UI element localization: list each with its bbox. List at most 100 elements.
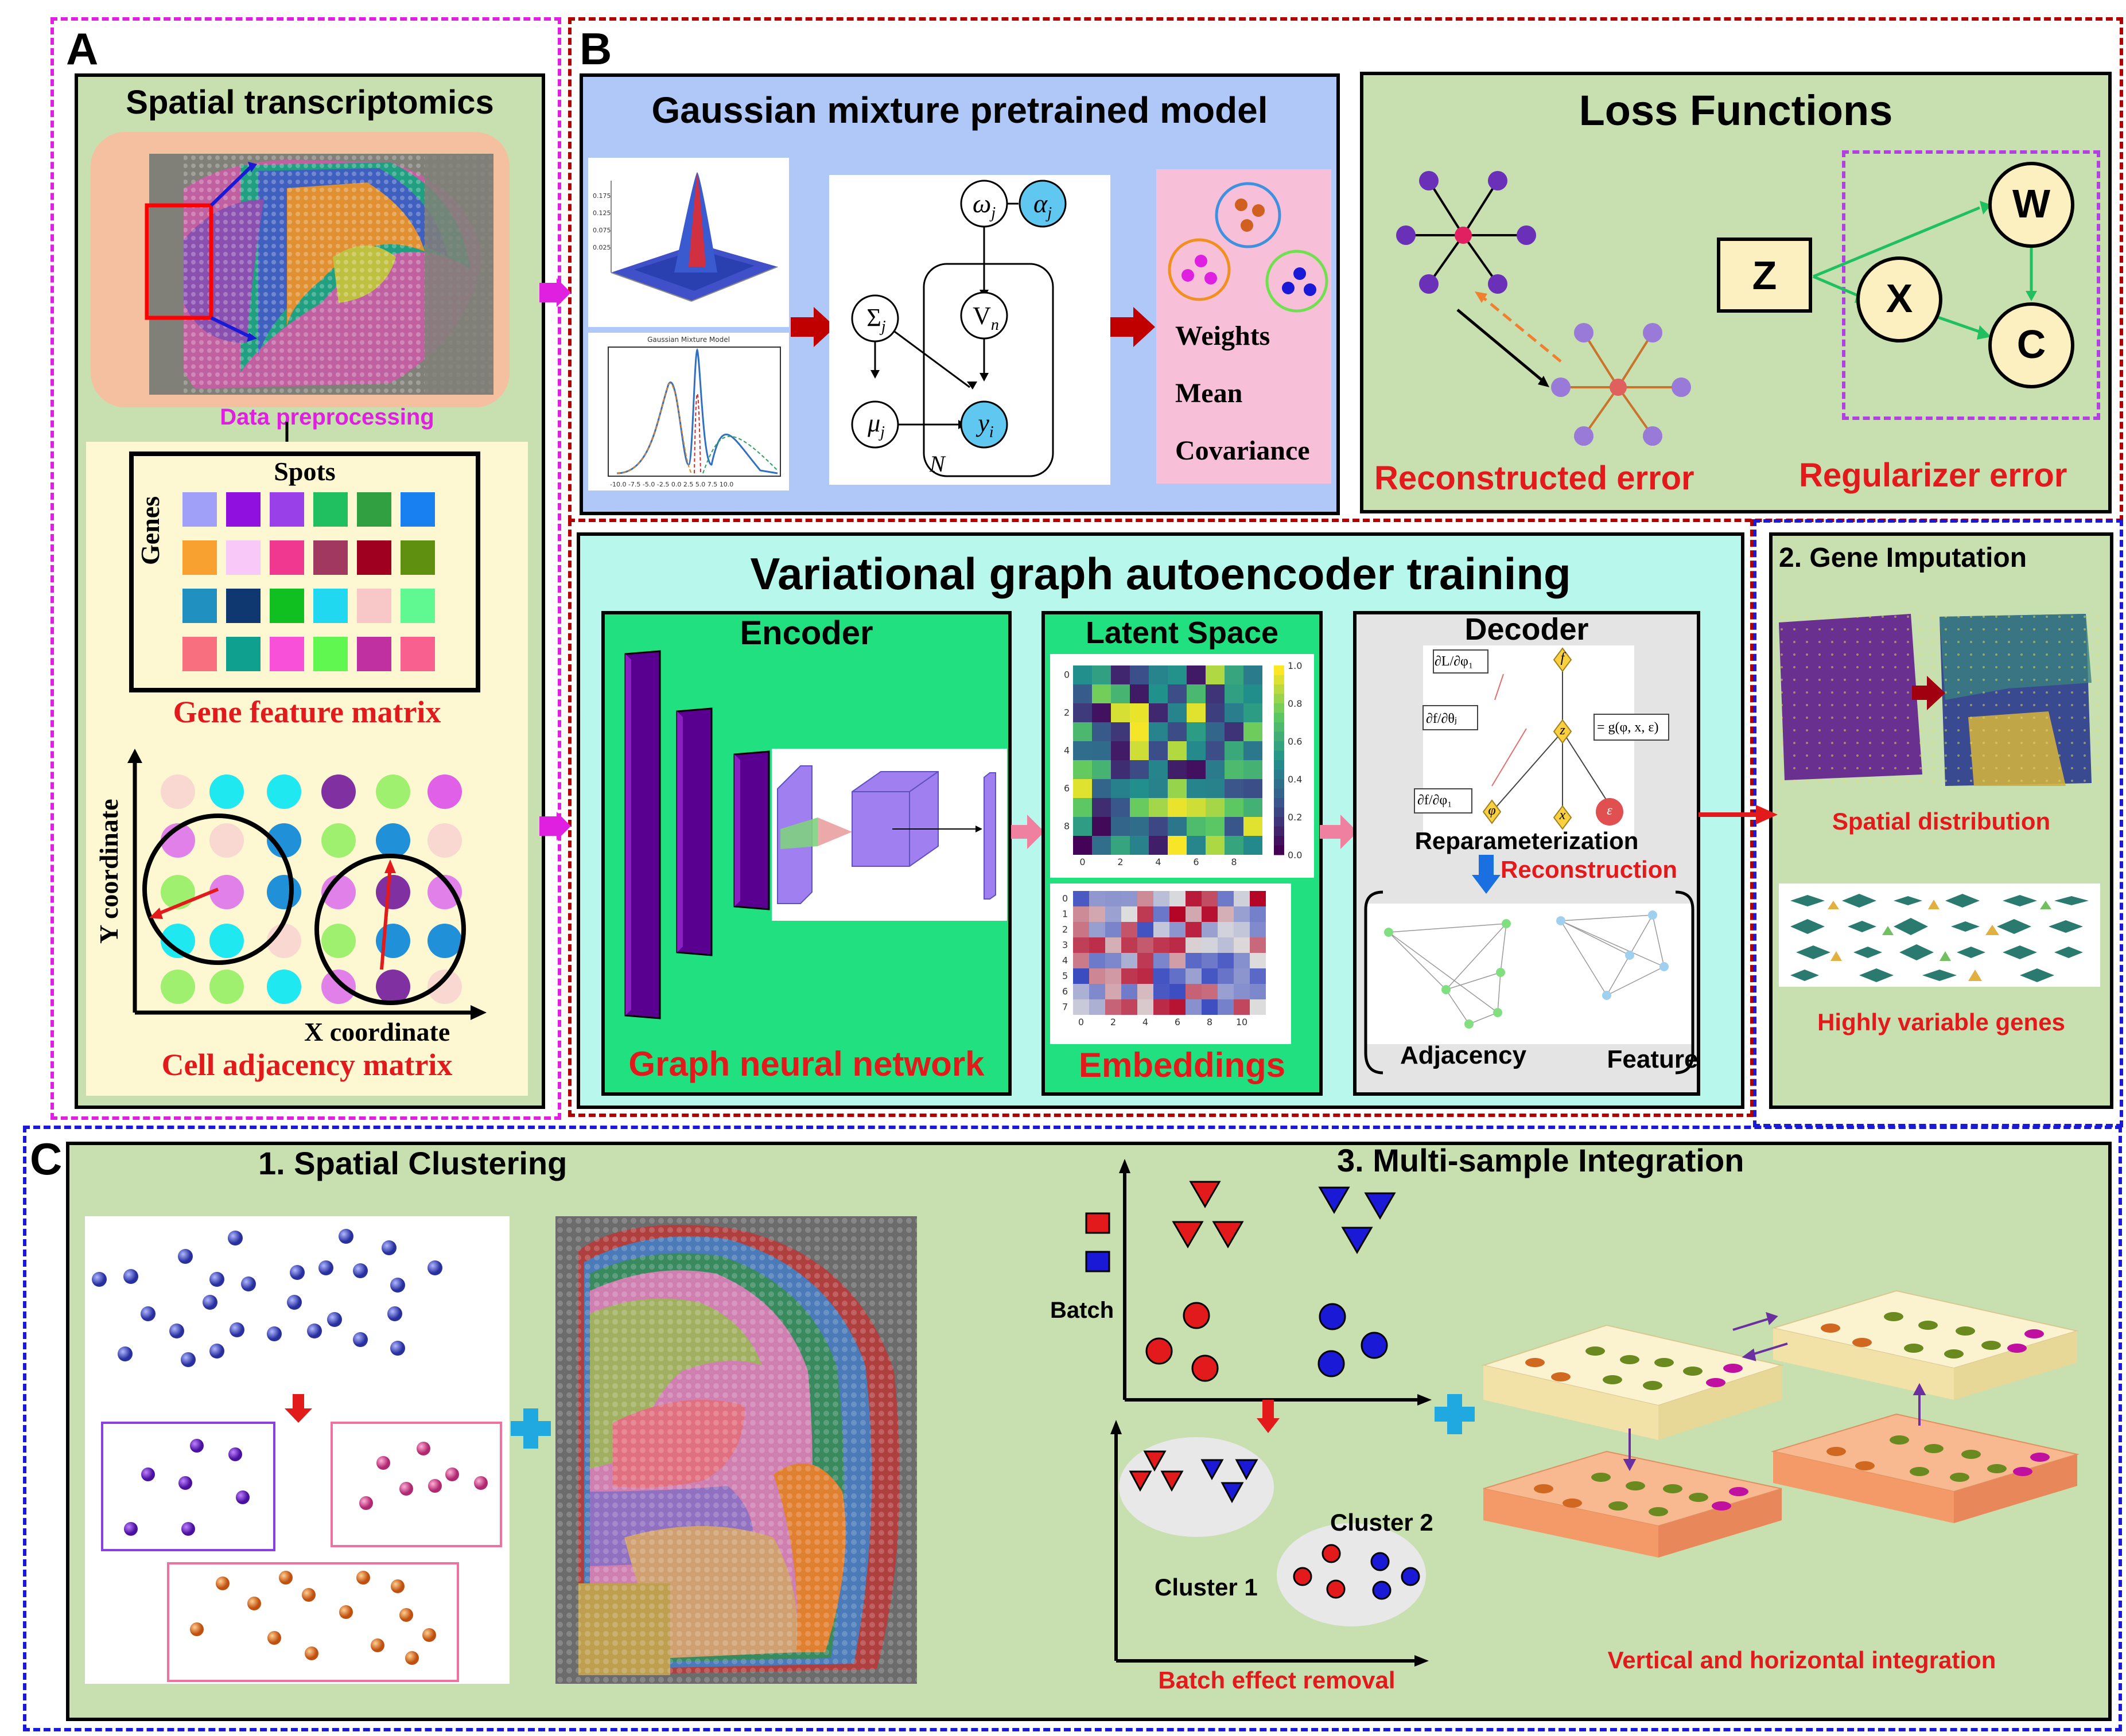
- latent-heatmap-cell: [1168, 741, 1187, 760]
- embedding-heatmap-cell: [1137, 937, 1153, 953]
- node-omega: ωj: [970, 188, 998, 223]
- plus-icon: [511, 1408, 551, 1449]
- node-mu: μj: [859, 408, 893, 442]
- latent-heatmap-cell: [1149, 722, 1168, 741]
- feature-label: Feature: [1607, 1045, 1699, 1073]
- integration-title: 3. Multi-sample Integration: [1337, 1142, 1744, 1178]
- node-alpha-subscript: j: [1047, 204, 1052, 223]
- latent-heatmap-cell: [1111, 760, 1130, 779]
- latent-heatmap-cell: [1092, 779, 1111, 798]
- embedding-heatmap-cell: [1250, 906, 1266, 922]
- latent-heatmap-cell: [1149, 760, 1168, 779]
- batch-removal-down-arrow: [1257, 1400, 1280, 1433]
- heatmap-tick-label: 0: [1078, 1017, 1084, 1027]
- latent-heatmap-cell: [1225, 741, 1243, 760]
- colorbar-segment: [1274, 769, 1284, 780]
- latent-heatmap-cell: [1130, 836, 1149, 855]
- reparam-diagram: [1414, 647, 1669, 830]
- gmm-density-plot: Gaussian Mixture Model -10.0 -7.5 -5.0 -…: [588, 333, 789, 491]
- latent-heatmap-cell: [1187, 760, 1206, 779]
- embedding-heatmap-cell: [1250, 984, 1266, 999]
- latent-heatmap-cell: [1149, 779, 1168, 798]
- genes-label: Genes: [135, 496, 165, 565]
- latent-heatmap-cell: [1187, 798, 1206, 817]
- cluster-2-label: Cluster 2: [1330, 1509, 1433, 1536]
- embedding-heatmap-cell: [1121, 999, 1137, 1015]
- x-coordinate-label: X coordinate: [304, 1017, 450, 1046]
- colorbar-segment: [1274, 760, 1284, 770]
- heatmap-tick-label: 6: [1193, 857, 1199, 867]
- embedding-heatmap-cell: [1089, 968, 1105, 984]
- panel-b-lower-frame: [568, 519, 1754, 1117]
- embedding-heatmap-cell: [1186, 968, 1202, 984]
- cluster-1-label: Cluster 1: [1155, 1574, 1258, 1601]
- embedding-heatmap-cell: [1250, 922, 1266, 937]
- cell-adjacency-label: Cell adjacency matrix: [161, 1048, 453, 1082]
- node-v-symbol: V: [973, 302, 991, 330]
- embeddings-heatmap: 0 2 4 6 8 10 0 1 2 3 4 5 6 7: [1062, 891, 1266, 1027]
- latent-heatmap-cell: [1168, 703, 1187, 722]
- spatial-clustering-title: 1. Spatial Clustering: [258, 1145, 568, 1181]
- embedding-heatmap-cell: [1234, 937, 1250, 953]
- heatmap-tick-label: 0: [1062, 893, 1068, 904]
- spatial-distribution-arrow: [1699, 805, 1778, 824]
- latent-heatmap-cell: [1225, 798, 1243, 817]
- embedding-heatmap-cell: [1250, 999, 1266, 1015]
- latent-heatmap-cell: [1243, 722, 1262, 741]
- panel-a-frame: [50, 17, 561, 1120]
- heatmap-tick-label: 6: [1062, 986, 1068, 997]
- latent-heatmap-cell: [1073, 741, 1092, 760]
- latent-heatmap-cell: [1206, 798, 1225, 817]
- regularizer-frame: [1842, 150, 2100, 420]
- embedding-heatmap-cell: [1218, 953, 1234, 968]
- latent-heatmap-cell: [1168, 665, 1187, 684]
- latent-heatmap-cell: [1168, 760, 1187, 779]
- node-z-label: Z: [1752, 253, 1777, 298]
- heatmap-tick-label: 0.2: [1288, 812, 1302, 823]
- latent-heatmap-cell: [1111, 817, 1130, 836]
- embedding-heatmap-cell: [1186, 922, 1202, 937]
- panel-label-c: C: [30, 1134, 63, 1184]
- decoder-title: Decoder: [1464, 612, 1589, 647]
- latent-heatmap-cell: [1243, 703, 1262, 722]
- embedding-heatmap-cell: [1153, 999, 1169, 1015]
- latent-heatmap-cell: [1187, 703, 1206, 722]
- embedding-heatmap-cell: [1121, 953, 1137, 968]
- latent-heatmap-cell: [1149, 703, 1168, 722]
- y-coordinate-label: Y coordinate: [94, 799, 123, 944]
- heatmap-tick-label: 8: [1207, 1017, 1212, 1027]
- heatmap-tick-label: 2: [1117, 857, 1123, 867]
- colorbar-segment: [1274, 665, 1284, 675]
- latent-heatmap-cell: [1206, 836, 1225, 855]
- heatmap-tick-label: 0: [1064, 670, 1070, 680]
- panel-label-a: A: [66, 24, 99, 74]
- embedding-heatmap-cell: [1169, 968, 1186, 984]
- gmm-output-mean: Mean: [1175, 378, 1243, 408]
- embedding-heatmap-cell: [1218, 906, 1234, 922]
- spatial-distribution-label: Spatial distribution: [1832, 808, 2051, 835]
- latent-heatmap-cell: [1111, 684, 1130, 703]
- plate-label: N: [930, 451, 945, 477]
- latent-heatmap-cell: [1111, 741, 1130, 760]
- latent-heatmap-cell: [1168, 684, 1187, 703]
- embedding-heatmap-cell: [1186, 953, 1202, 968]
- latent-heatmap-cell: [1111, 703, 1130, 722]
- reparam-formula-dl: ∂L/∂φ₁: [1435, 654, 1474, 669]
- colorbar-segment: [1274, 798, 1284, 808]
- latent-heatmap-cell: [1130, 798, 1149, 817]
- embedding-heatmap-cell: [1218, 984, 1234, 999]
- node-mu-subscript: j: [880, 423, 885, 441]
- embedding-heatmap-cell: [1169, 999, 1186, 1015]
- heatmap-tick-label: 2: [1110, 1017, 1116, 1027]
- encoder-blocks: [772, 749, 1007, 921]
- latent-heatmap-cell: [1130, 817, 1149, 836]
- colorbar-segment: [1274, 845, 1284, 855]
- embedding-heatmap-cell: [1137, 999, 1153, 1015]
- latent-heatmap-cell: [1225, 836, 1243, 855]
- node-x-label: X: [1886, 276, 1913, 321]
- embedding-heatmap-cell: [1073, 906, 1089, 922]
- embedding-heatmap-cell: [1202, 999, 1218, 1015]
- latent-heatmap-cell: [1073, 665, 1092, 684]
- embedding-heatmap-cell: [1218, 999, 1234, 1015]
- latent-heatmap-cell: [1168, 817, 1187, 836]
